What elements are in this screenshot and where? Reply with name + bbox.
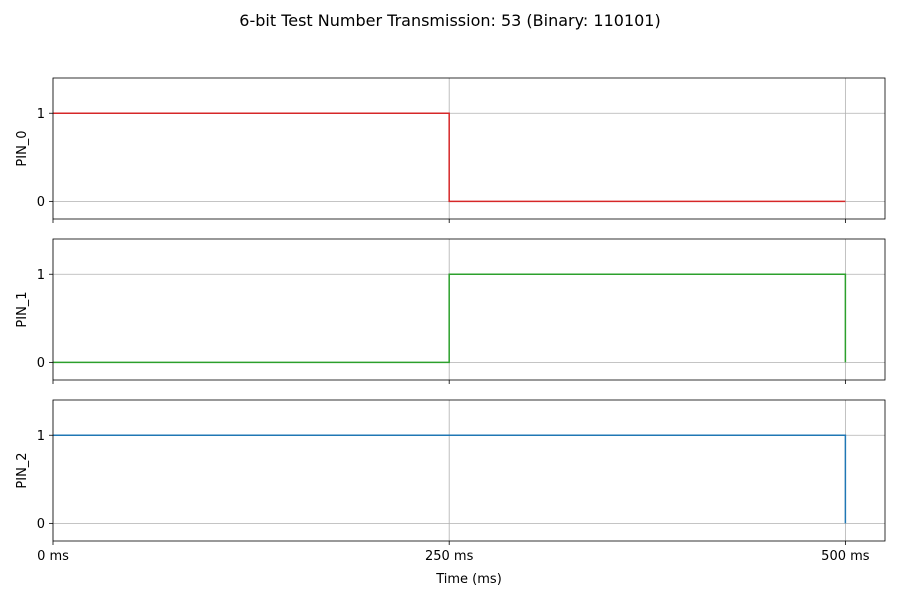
y-tick-label: 0 bbox=[37, 195, 45, 210]
y-tick-label: 1 bbox=[37, 107, 45, 122]
chart-title: 6-bit Test Number Transmission: 53 (Bina… bbox=[239, 11, 660, 30]
x-tick-label: 250 ms bbox=[425, 549, 474, 564]
y-axis-label: PIN_2 bbox=[15, 452, 30, 488]
y-tick-label: 0 bbox=[37, 356, 45, 371]
plot-frame bbox=[52, 238, 886, 381]
x-tick-label: 500 ms bbox=[821, 549, 870, 564]
panel-pin-1: 0 1 PIN_1 bbox=[15, 238, 886, 384]
y-axis-label: PIN_0 bbox=[15, 130, 30, 166]
panel-pin-2: 0 1 0 ms 250 ms 500 ms PIN_2 bbox=[15, 399, 886, 564]
plot-frame bbox=[52, 77, 886, 220]
x-tick-label: 0 ms bbox=[37, 549, 69, 564]
series-line-pin-2 bbox=[53, 434, 847, 524]
y-axis-label: PIN_1 bbox=[15, 291, 30, 327]
plot-frame bbox=[52, 399, 886, 542]
y-tick-label: 1 bbox=[37, 429, 45, 444]
y-tick-label: 0 bbox=[37, 517, 45, 532]
series-line-pin-1 bbox=[53, 273, 847, 364]
panel-pin-0: 0 1 PIN_0 bbox=[15, 77, 886, 223]
y-tick-label: 1 bbox=[37, 268, 45, 283]
series-line-pin-0 bbox=[53, 112, 846, 203]
x-axis-label: Time (ms) bbox=[435, 572, 502, 587]
